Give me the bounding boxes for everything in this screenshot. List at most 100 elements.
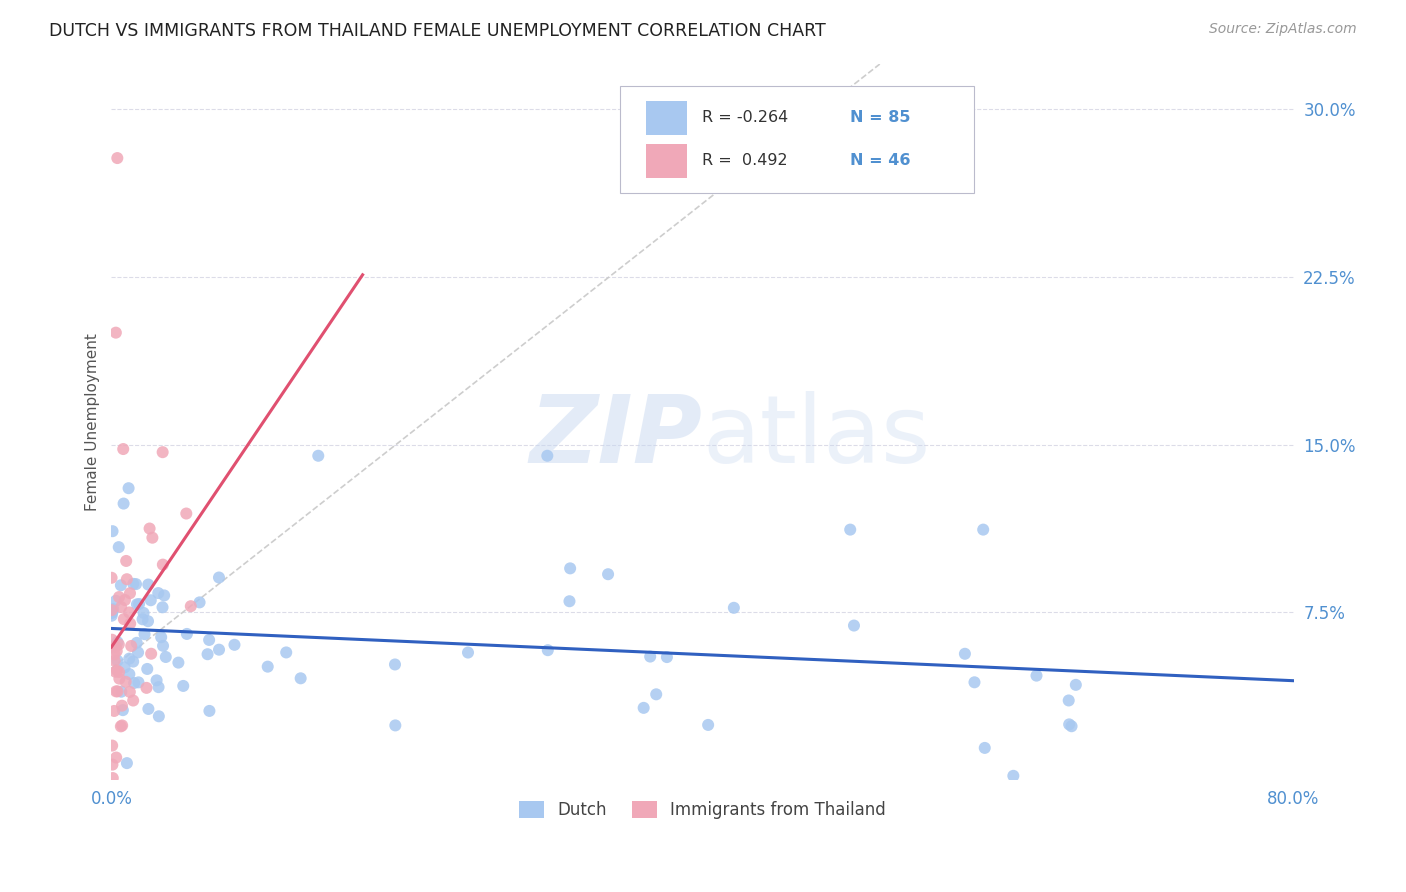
Immigrants from Thailand <box>101 632 124 647</box>
Dutch <box>1025 668 1047 682</box>
Immigrants from Thailand <box>101 771 124 785</box>
Immigrants from Thailand <box>104 654 127 668</box>
Dutch <box>138 702 160 716</box>
Immigrants from Thailand <box>141 531 163 545</box>
Dutch <box>107 635 129 649</box>
Immigrants from Thailand <box>114 674 136 689</box>
Immigrants from Thailand <box>107 637 129 651</box>
Dutch <box>560 561 582 575</box>
Dutch <box>198 632 221 647</box>
Immigrants from Thailand <box>118 606 141 620</box>
Text: R =  0.492: R = 0.492 <box>703 153 789 169</box>
Dutch <box>153 589 176 603</box>
Dutch <box>125 577 148 591</box>
Immigrants from Thailand <box>103 704 125 718</box>
Dutch <box>457 646 479 660</box>
Immigrants from Thailand <box>104 640 127 654</box>
Immigrants from Thailand <box>100 603 122 617</box>
Immigrants from Thailand <box>100 571 122 585</box>
Dutch <box>307 449 329 463</box>
FancyBboxPatch shape <box>645 101 688 135</box>
Dutch <box>125 598 148 612</box>
Dutch <box>107 540 129 554</box>
Dutch <box>100 608 122 623</box>
Dutch <box>107 654 129 668</box>
Dutch <box>122 577 145 591</box>
Dutch <box>136 577 159 591</box>
Immigrants from Thailand <box>138 522 160 536</box>
Immigrants from Thailand <box>105 750 128 764</box>
Dutch <box>101 640 124 654</box>
Immigrants from Thailand <box>110 600 132 615</box>
Dutch <box>131 612 153 626</box>
Dutch <box>256 659 278 673</box>
Dutch <box>188 595 211 609</box>
Dutch <box>136 614 159 628</box>
Dutch <box>842 618 865 632</box>
Dutch <box>127 645 149 659</box>
Dutch <box>134 627 156 641</box>
Dutch <box>101 605 124 619</box>
Dutch <box>645 687 668 701</box>
Dutch <box>973 740 995 755</box>
Immigrants from Thailand <box>104 665 127 679</box>
Immigrants from Thailand <box>107 684 129 698</box>
Dutch <box>558 594 581 608</box>
Immigrants from Thailand <box>105 151 128 165</box>
Immigrants from Thailand <box>118 586 141 600</box>
Dutch <box>148 680 170 694</box>
Text: ZIP: ZIP <box>530 391 703 483</box>
Immigrants from Thailand <box>105 644 128 658</box>
Dutch <box>152 600 174 615</box>
Text: Source: ZipAtlas.com: Source: ZipAtlas.com <box>1209 22 1357 37</box>
FancyBboxPatch shape <box>620 86 974 193</box>
FancyBboxPatch shape <box>645 144 688 178</box>
Text: N = 46: N = 46 <box>851 153 911 169</box>
Dutch <box>117 481 139 495</box>
Immigrants from Thailand <box>112 612 135 626</box>
Dutch <box>537 643 560 657</box>
Dutch <box>633 701 655 715</box>
Dutch <box>1060 719 1083 733</box>
Dutch <box>638 649 661 664</box>
Dutch <box>122 655 145 669</box>
Y-axis label: Female Unemployment: Female Unemployment <box>86 334 100 511</box>
Dutch <box>128 597 150 611</box>
Dutch <box>972 523 994 537</box>
Text: atlas: atlas <box>703 391 931 483</box>
Dutch <box>155 650 177 665</box>
Dutch <box>148 586 170 600</box>
Immigrants from Thailand <box>115 554 138 568</box>
Dutch <box>132 606 155 620</box>
Dutch <box>104 594 127 608</box>
Text: DUTCH VS IMMIGRANTS FROM THAILAND FEMALE UNEMPLOYMENT CORRELATION CHART: DUTCH VS IMMIGRANTS FROM THAILAND FEMALE… <box>49 22 825 40</box>
Dutch <box>384 718 406 732</box>
Immigrants from Thailand <box>152 558 174 572</box>
Dutch <box>963 675 986 690</box>
Dutch <box>953 647 976 661</box>
Dutch <box>122 676 145 690</box>
Dutch <box>290 671 312 685</box>
Immigrants from Thailand <box>180 599 202 614</box>
Dutch <box>115 756 138 771</box>
Immigrants from Thailand <box>101 757 124 772</box>
Immigrants from Thailand <box>103 648 125 662</box>
Dutch <box>208 642 231 657</box>
Dutch <box>655 650 678 665</box>
Dutch <box>150 630 173 644</box>
Dutch <box>118 667 141 681</box>
Immigrants from Thailand <box>120 616 142 631</box>
Dutch <box>167 656 190 670</box>
Immigrants from Thailand <box>141 647 163 661</box>
Legend: Dutch, Immigrants from Thailand: Dutch, Immigrants from Thailand <box>512 794 893 826</box>
Dutch <box>176 627 198 641</box>
Dutch <box>112 497 135 511</box>
Immigrants from Thailand <box>120 639 142 653</box>
Dutch <box>1057 693 1080 707</box>
Immigrants from Thailand <box>105 664 128 678</box>
Immigrants from Thailand <box>108 590 131 604</box>
Immigrants from Thailand <box>114 593 136 607</box>
Dutch <box>139 593 162 607</box>
Dutch <box>152 639 174 653</box>
Immigrants from Thailand <box>110 719 132 733</box>
